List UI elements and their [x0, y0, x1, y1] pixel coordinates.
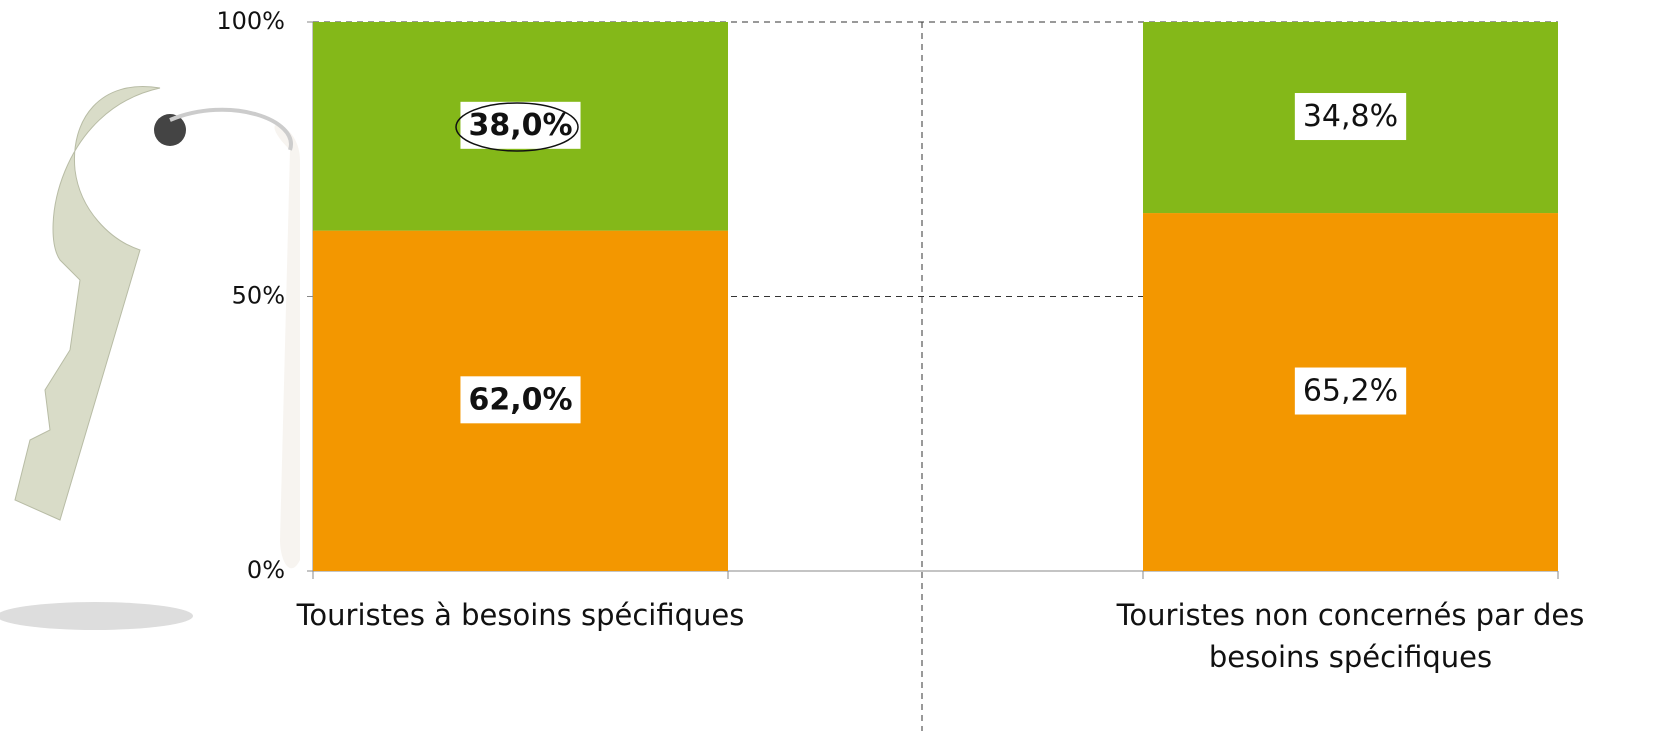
value-label-bg: [1294, 93, 1407, 141]
y-tick-label: 100%: [216, 7, 285, 35]
shadow: [0, 602, 193, 630]
key-hole: [154, 114, 186, 146]
x-tick-label: Touristes à besoins spécifiques: [296, 598, 745, 632]
value-label: 65,2%: [1303, 374, 1398, 409]
value-label: 38,0%: [468, 108, 572, 143]
value-label-bg: [460, 376, 581, 424]
y-tick-label: 50%: [232, 282, 285, 310]
x-tick-label: Touristes non concernés par des besoins …: [1116, 598, 1585, 674]
ring: [169, 107, 293, 151]
value-label: 62,0%: [468, 382, 572, 417]
value-label: 34,8%: [1303, 99, 1398, 134]
tag: [274, 124, 300, 569]
y-tick-label: 0%: [247, 556, 285, 584]
value-label-bg: [1294, 367, 1407, 415]
key-illustration: [0, 86, 300, 630]
highlight-ellipse: [455, 102, 579, 152]
key: [14, 86, 161, 521]
